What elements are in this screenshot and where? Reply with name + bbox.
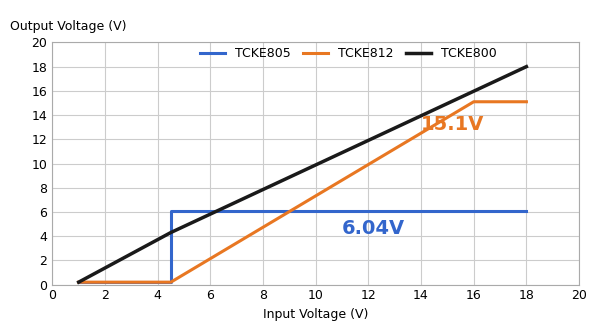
TCKE812 [167, 280, 175, 284]
TCKE812 [75, 280, 82, 284]
TCKE812 [523, 100, 530, 104]
TCKE805 [167, 209, 175, 213]
Line: TCKE812: TCKE812 [79, 102, 526, 282]
TCKE812 [470, 100, 477, 104]
Text: 6.04V: 6.04V [342, 219, 405, 238]
TCKE805 [75, 280, 82, 284]
Text: 15.1V: 15.1V [421, 115, 485, 134]
TCKE805 [167, 280, 175, 284]
TCKE800 [167, 230, 175, 235]
TCKE805 [523, 209, 530, 213]
X-axis label: Input Voltage (V): Input Voltage (V) [263, 308, 368, 321]
Y-axis label: Output Voltage (V): Output Voltage (V) [10, 20, 126, 33]
Legend: TCKE805, TCKE812, TCKE800: TCKE805, TCKE812, TCKE800 [194, 42, 501, 66]
Line: TCKE800: TCKE800 [79, 67, 526, 282]
TCKE800 [75, 280, 82, 284]
TCKE800 [523, 65, 530, 69]
Line: TCKE805: TCKE805 [79, 211, 526, 282]
